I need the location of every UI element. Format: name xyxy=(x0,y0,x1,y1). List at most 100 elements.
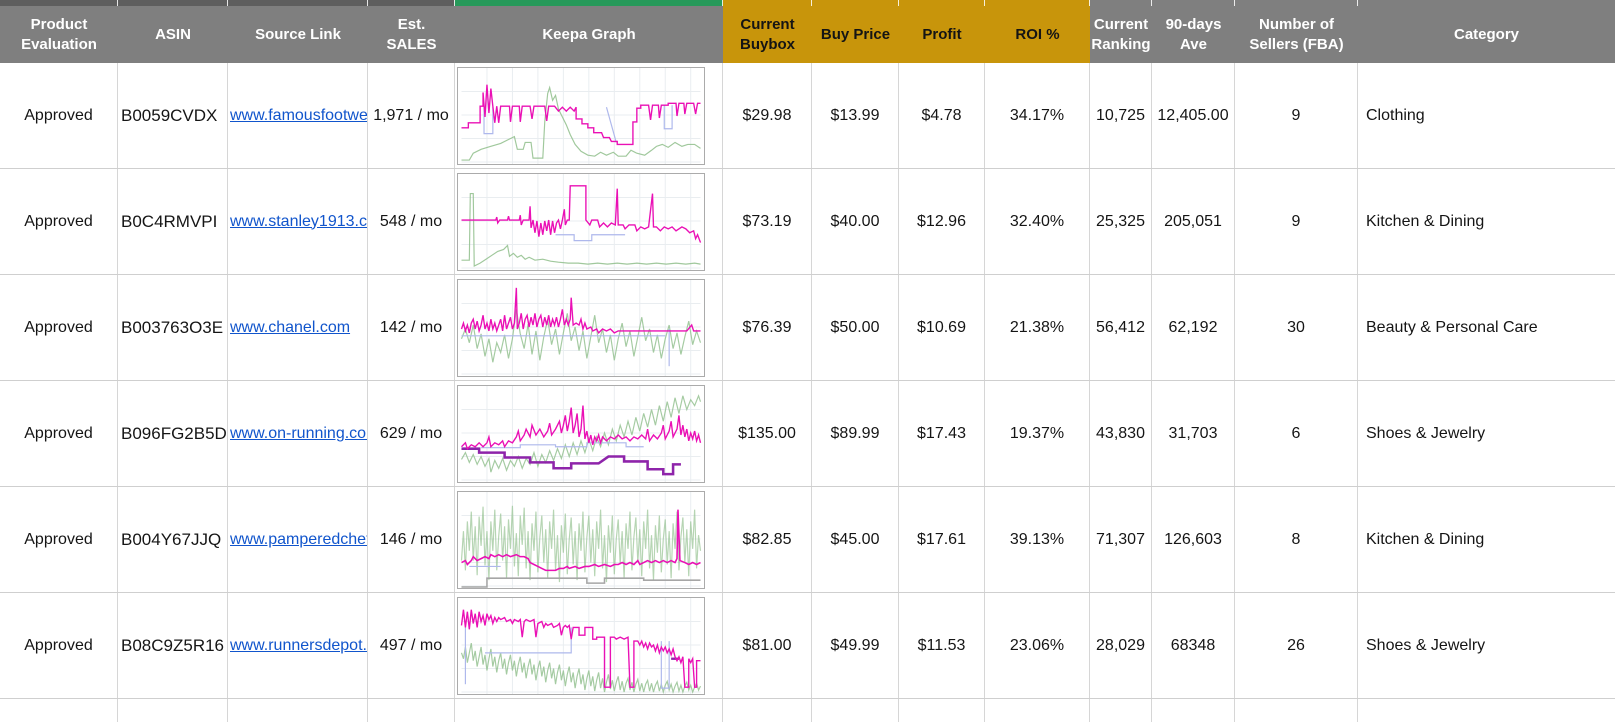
cell-est-sales[interactable]: 146 / mo xyxy=(368,487,455,592)
empty-cell[interactable] xyxy=(1152,699,1235,722)
cell-category[interactable]: Beauty & Personal Care xyxy=(1358,275,1615,380)
cell-current-ranking[interactable]: 43,830 xyxy=(1090,381,1152,486)
cell-source-link[interactable]: www.runnersdepot.com xyxy=(228,593,368,698)
cell-roi[interactable]: 34.17% xyxy=(985,63,1090,168)
empty-cell[interactable] xyxy=(812,699,899,722)
source-link-text[interactable]: www.on-running.com xyxy=(230,424,368,442)
cell-asin[interactable]: B0C4RMVPI xyxy=(118,169,228,274)
keepa-chart-image[interactable] xyxy=(457,384,705,483)
cell-keepa-graph[interactable] xyxy=(455,275,723,380)
cell-source-link[interactable]: www.on-running.com xyxy=(228,381,368,486)
cell-profit[interactable]: $17.43 xyxy=(899,381,985,486)
cell-buy-price[interactable]: $89.99 xyxy=(812,381,899,486)
cell-buy-price[interactable]: $40.00 xyxy=(812,169,899,274)
cell-roi[interactable]: 19.37% xyxy=(985,381,1090,486)
cell-category[interactable]: Kitchen & Dining xyxy=(1358,487,1615,592)
cell-sellers-fba[interactable]: 30 xyxy=(1235,275,1358,380)
cell-ninety-days-ave[interactable]: 205,051 xyxy=(1152,169,1235,274)
cell-current-buybox[interactable]: $76.39 xyxy=(723,275,812,380)
cell-profit[interactable]: $12.96 xyxy=(899,169,985,274)
cell-profit[interactable]: $10.69 xyxy=(899,275,985,380)
cell-product-evaluation[interactable]: Approved xyxy=(0,487,118,592)
cell-current-buybox[interactable]: $29.98 xyxy=(723,63,812,168)
cell-source-link[interactable]: www.pamperedchef.com xyxy=(228,487,368,592)
source-link-text[interactable]: www.runnersdepot.com xyxy=(230,636,367,654)
cell-buy-price[interactable]: $49.99 xyxy=(812,593,899,698)
empty-cell[interactable] xyxy=(1358,699,1615,722)
cell-product-evaluation[interactable]: Approved xyxy=(0,381,118,486)
cell-asin[interactable]: B0059CVDX xyxy=(118,63,228,168)
empty-cell[interactable] xyxy=(899,699,985,722)
cell-current-ranking[interactable]: 56,412 xyxy=(1090,275,1152,380)
cell-current-buybox[interactable]: $82.85 xyxy=(723,487,812,592)
cell-asin[interactable]: B08C9Z5R16 xyxy=(118,593,228,698)
cell-roi[interactable]: 21.38% xyxy=(985,275,1090,380)
empty-cell[interactable] xyxy=(368,699,455,722)
cell-profit[interactable]: $4.78 xyxy=(899,63,985,168)
cell-current-buybox[interactable]: $135.00 xyxy=(723,381,812,486)
cell-category[interactable]: Clothing xyxy=(1358,63,1615,168)
cell-roi[interactable]: 23.06% xyxy=(985,593,1090,698)
empty-cell[interactable] xyxy=(118,699,228,722)
cell-profit[interactable]: $11.53 xyxy=(899,593,985,698)
cell-current-ranking[interactable]: 28,029 xyxy=(1090,593,1152,698)
cell-buy-price[interactable]: $13.99 xyxy=(812,63,899,168)
cell-product-evaluation[interactable]: Approved xyxy=(0,275,118,380)
keepa-chart-image[interactable] xyxy=(457,596,705,695)
cell-ninety-days-ave[interactable]: 12,405.00 xyxy=(1152,63,1235,168)
cell-sellers-fba[interactable]: 9 xyxy=(1235,63,1358,168)
cell-product-evaluation[interactable]: Approved xyxy=(0,593,118,698)
cell-keepa-graph[interactable] xyxy=(455,63,723,168)
cell-keepa-graph[interactable] xyxy=(455,487,723,592)
cell-current-ranking[interactable]: 71,307 xyxy=(1090,487,1152,592)
cell-buy-price[interactable]: $45.00 xyxy=(812,487,899,592)
empty-cell[interactable] xyxy=(455,699,723,722)
keepa-chart-image[interactable] xyxy=(457,66,705,165)
cell-est-sales[interactable]: 497 / mo xyxy=(368,593,455,698)
empty-cell[interactable] xyxy=(985,699,1090,722)
cell-est-sales[interactable]: 629 / mo xyxy=(368,381,455,486)
keepa-chart-image[interactable] xyxy=(457,172,705,271)
cell-category[interactable]: Shoes & Jewelry xyxy=(1358,381,1615,486)
cell-ninety-days-ave[interactable]: 68348 xyxy=(1152,593,1235,698)
cell-current-ranking[interactable]: 25,325 xyxy=(1090,169,1152,274)
cell-est-sales[interactable]: 142 / mo xyxy=(368,275,455,380)
cell-roi[interactable]: 39.13% xyxy=(985,487,1090,592)
cell-ninety-days-ave[interactable]: 126,603 xyxy=(1152,487,1235,592)
empty-cell[interactable] xyxy=(0,699,118,722)
empty-cell[interactable] xyxy=(1235,699,1358,722)
source-link-text[interactable]: www.stanley1913.com xyxy=(230,212,367,230)
cell-sellers-fba[interactable]: 9 xyxy=(1235,169,1358,274)
cell-est-sales[interactable]: 1,971 / mo xyxy=(368,63,455,168)
cell-sellers-fba[interactable]: 8 xyxy=(1235,487,1358,592)
cell-product-evaluation[interactable]: Approved xyxy=(0,63,118,168)
cell-asin[interactable]: B003763O3E xyxy=(118,275,228,380)
cell-category[interactable]: Kitchen & Dining xyxy=(1358,169,1615,274)
cell-profit[interactable]: $17.61 xyxy=(899,487,985,592)
source-link-text[interactable]: www.pamperedchef.com xyxy=(230,530,367,548)
cell-current-buybox[interactable]: $73.19 xyxy=(723,169,812,274)
cell-ninety-days-ave[interactable]: 62,192 xyxy=(1152,275,1235,380)
cell-source-link[interactable]: www.stanley1913.com xyxy=(228,169,368,274)
cell-source-link[interactable]: www.famousfootwear.com xyxy=(228,63,368,168)
cell-keepa-graph[interactable] xyxy=(455,593,723,698)
cell-ninety-days-ave[interactable]: 31,703 xyxy=(1152,381,1235,486)
cell-category[interactable]: Shoes & Jewelry xyxy=(1358,593,1615,698)
cell-current-ranking[interactable]: 10,725 xyxy=(1090,63,1152,168)
empty-cell[interactable] xyxy=(228,699,368,722)
cell-source-link[interactable]: www.chanel.com xyxy=(228,275,368,380)
cell-current-buybox[interactable]: $81.00 xyxy=(723,593,812,698)
empty-cell[interactable] xyxy=(723,699,812,722)
keepa-chart-image[interactable] xyxy=(457,278,705,377)
keepa-chart-image[interactable] xyxy=(457,490,705,589)
cell-roi[interactable]: 32.40% xyxy=(985,169,1090,274)
cell-est-sales[interactable]: 548 / mo xyxy=(368,169,455,274)
empty-cell[interactable] xyxy=(1090,699,1152,722)
cell-keepa-graph[interactable] xyxy=(455,381,723,486)
cell-asin[interactable]: B004Y67JJQ xyxy=(118,487,228,592)
cell-sellers-fba[interactable]: 26 xyxy=(1235,593,1358,698)
source-link-text[interactable]: www.famousfootwear.com xyxy=(230,106,368,124)
cell-buy-price[interactable]: $50.00 xyxy=(812,275,899,380)
cell-keepa-graph[interactable] xyxy=(455,169,723,274)
cell-asin[interactable]: B096FG2B5D xyxy=(118,381,228,486)
